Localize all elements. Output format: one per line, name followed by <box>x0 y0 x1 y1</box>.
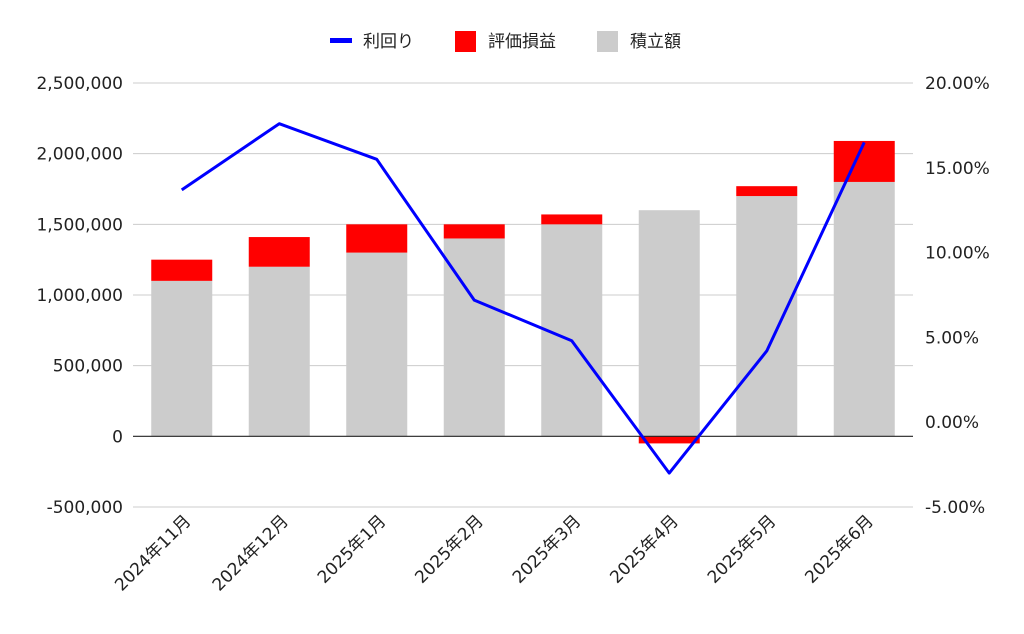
x-axis: 2024年11月 2024年12月 2025年1月 2025年2月 2025年3月 202… <box>111 511 878 595</box>
bar-gain-loss <box>736 186 798 197</box>
bar-gain-loss <box>833 140 895 182</box>
right-tick-label: 15.00% <box>925 159 990 179</box>
right-tick-label: -5.00% <box>925 498 985 518</box>
legend-swatch <box>330 38 352 43</box>
bar-contribution <box>248 266 310 437</box>
bar-contribution <box>151 280 213 437</box>
left-tick-label: 500,000 <box>53 357 123 377</box>
x-tick-label: 2025年6月 <box>801 511 877 587</box>
legend-label: 評価損益 <box>488 32 556 52</box>
line-series <box>180 122 866 475</box>
legend-label: 積立額 <box>630 32 681 52</box>
right-tick-label: 10.00% <box>925 244 990 264</box>
bar-contribution <box>346 252 408 437</box>
right-axis: 20.00% 15.00% 10.00% 5.00% 0.00% -5.00% <box>925 74 990 518</box>
yield-line <box>180 122 866 475</box>
left-tick-label: 1,500,000 <box>36 215 123 235</box>
x-tick-label: 2025年1月 <box>314 511 390 587</box>
x-tick-label: 2025年4月 <box>606 511 682 587</box>
bar-contribution <box>541 224 603 437</box>
left-tick-label: 2,500,000 <box>36 74 123 94</box>
x-tick-label: 2024年11月 <box>111 511 195 595</box>
right-tick-label: 5.00% <box>925 328 979 348</box>
bars <box>133 140 913 444</box>
legend-item: 利回り <box>330 32 414 52</box>
legend-label: 利回り <box>363 32 414 52</box>
bar-gain-loss <box>541 214 603 225</box>
bar-gain-loss <box>151 259 213 281</box>
bar-gain-loss <box>638 436 700 444</box>
left-tick-label: 0 <box>112 427 123 447</box>
bar-gain-loss <box>443 224 505 239</box>
legend: 利回り 評価損益 積立額 <box>330 31 681 52</box>
x-tick-label: 2025年5月 <box>704 511 780 587</box>
legend-item: 積立額 <box>597 31 681 52</box>
legend-swatch <box>597 31 618 52</box>
x-tick-label: 2025年2月 <box>411 511 487 587</box>
bar-contribution <box>833 181 895 437</box>
right-tick-label: 20.00% <box>925 74 990 94</box>
left-tick-label: 2,000,000 <box>36 145 123 165</box>
left-tick-label: 1,000,000 <box>36 286 123 306</box>
bar-contribution <box>638 210 700 437</box>
left-axis: 2,500,000 2,000,000 1,500,000 1,000,000 500,… <box>36 74 123 518</box>
x-tick-label: 2025年3月 <box>509 511 585 587</box>
bar-gain-loss <box>248 237 310 267</box>
x-tick-label: 2024年12月 <box>209 511 293 595</box>
right-tick-label: 0.00% <box>925 413 979 433</box>
legend-item: 評価損益 <box>455 31 556 52</box>
bar-gain-loss <box>346 224 408 253</box>
left-tick-label: -500,000 <box>47 498 123 518</box>
legend-swatch <box>455 31 476 52</box>
bar-contribution <box>736 196 798 437</box>
